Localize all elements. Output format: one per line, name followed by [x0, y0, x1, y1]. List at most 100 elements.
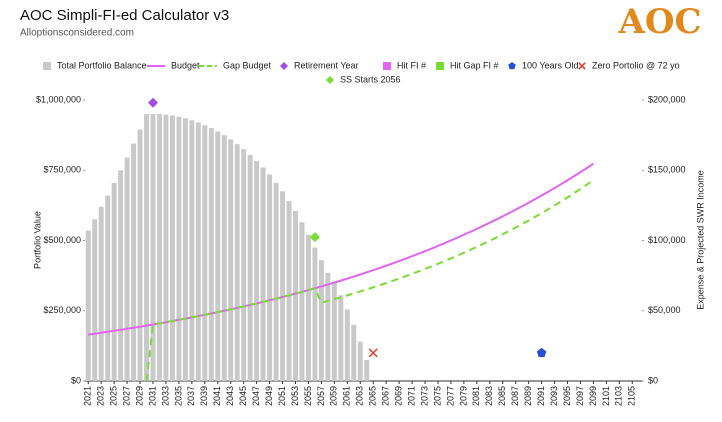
legend-swatch — [383, 62, 391, 70]
x-tick-label: 2067 — [381, 386, 391, 406]
legend-swatch — [436, 62, 444, 70]
bar — [182, 118, 188, 381]
x-tick-label: 2053 — [290, 386, 300, 406]
x-tick-label: 2093 — [549, 386, 559, 406]
legend-label: Budget — [171, 60, 200, 70]
line — [145, 179, 594, 382]
y-tick-label: $250,000 — [43, 305, 81, 315]
y2-tick-label: $50,000 — [648, 305, 681, 315]
y-tick-label: $0 — [71, 375, 81, 385]
legend-swatch — [578, 62, 586, 70]
bar — [137, 129, 143, 381]
x-tick-label: 2087 — [510, 386, 520, 406]
y2-tick-label: $0 — [648, 375, 658, 385]
bar — [331, 282, 337, 381]
x-tick-label: 2101 — [601, 386, 611, 406]
x-tick-label: 2103 — [614, 386, 624, 406]
x-tick-label: 2041 — [212, 386, 222, 406]
legend-label: SS Starts 2056 — [340, 74, 401, 84]
bar — [318, 260, 324, 381]
bar — [241, 149, 247, 381]
y2-axis-title: Expense & Projected SWR Income — [695, 170, 705, 310]
bar — [260, 167, 266, 381]
bar — [254, 160, 260, 381]
bar — [344, 309, 350, 381]
legend-label: Total Portfolio Balance — [57, 60, 147, 70]
legend-label: Zero Portolio @ 72 yo — [592, 60, 680, 70]
x-tick-label: 2025 — [109, 386, 119, 406]
x-tick-label: 2059 — [329, 386, 339, 406]
legend-label: Gap Budget — [223, 60, 272, 70]
legend-swatch — [280, 62, 288, 70]
y-tick-label: $750,000 — [43, 165, 81, 175]
chart-title: AOC Simpli-FI-ed Calculator v3 — [20, 7, 229, 24]
bar — [195, 122, 201, 381]
bar — [325, 272, 331, 381]
x-tick-label: 2081 — [471, 386, 481, 406]
bar — [215, 131, 221, 381]
x-tick-label: 2037 — [186, 386, 196, 406]
x-tick-label: 2077 — [445, 386, 455, 406]
y2-tick-label: $150,000 — [648, 165, 686, 175]
legend-label: Retirement Year — [294, 60, 359, 70]
bar — [118, 170, 124, 381]
bar — [221, 135, 227, 381]
x-tick-label: 2035 — [173, 386, 183, 406]
legend-swatch — [43, 62, 51, 70]
x-tick-label: 2057 — [316, 386, 326, 406]
bar — [189, 120, 195, 382]
bar — [111, 182, 117, 381]
bar — [144, 114, 149, 382]
bar — [176, 116, 182, 382]
chart-subtitle: Alloptionsconsidered.com — [20, 28, 134, 39]
x-tick-label: 2091 — [536, 386, 546, 406]
bar — [202, 125, 208, 381]
y-axis-title: Portfolio Value — [32, 211, 42, 269]
x-tick-label: 2047 — [251, 386, 261, 406]
x-tick-label: 2079 — [458, 386, 468, 406]
bar — [312, 247, 318, 381]
x-tick-label: 2051 — [277, 386, 287, 406]
x-tick-label: 2031 — [147, 386, 157, 406]
bar — [357, 341, 363, 381]
x-tick-label: 2099 — [588, 386, 598, 406]
bar — [131, 143, 137, 381]
bar — [150, 114, 156, 382]
logo: AOC — [617, 2, 701, 42]
legend-swatch — [508, 62, 516, 70]
x-tick-label: 2021 — [83, 386, 93, 406]
bar — [169, 115, 175, 381]
bar — [157, 114, 162, 382]
marker — [536, 347, 547, 357]
x-tick-label: 2029 — [134, 386, 144, 406]
y-tick-label: $500,000 — [43, 235, 81, 245]
bar — [208, 128, 214, 381]
x-tick-label: 2105 — [627, 386, 637, 406]
x-tick-label: 2039 — [199, 386, 209, 406]
x-tick-label: 2049 — [264, 386, 274, 406]
x-tick-label: 2061 — [342, 386, 352, 406]
bar — [267, 174, 273, 381]
bar — [85, 230, 91, 381]
x-tick-label: 2075 — [432, 386, 442, 406]
x-tick-label: 2033 — [160, 386, 170, 406]
bar — [364, 359, 370, 381]
bar — [105, 195, 111, 381]
bar — [305, 234, 311, 381]
x-tick-label: 2045 — [238, 386, 248, 406]
bar — [163, 114, 169, 381]
bar — [247, 154, 253, 381]
x-tick-label: 2097 — [575, 386, 585, 406]
bar — [273, 182, 279, 381]
x-tick-label: 2063 — [355, 386, 365, 406]
x-tick-label: 2023 — [96, 386, 106, 406]
bar — [92, 219, 98, 381]
x-tick-label: 2073 — [419, 386, 429, 406]
bar — [228, 139, 234, 381]
bar — [98, 206, 104, 381]
bar — [338, 295, 344, 381]
legend-swatch — [326, 76, 334, 84]
x-tick-label: 2095 — [562, 386, 572, 406]
